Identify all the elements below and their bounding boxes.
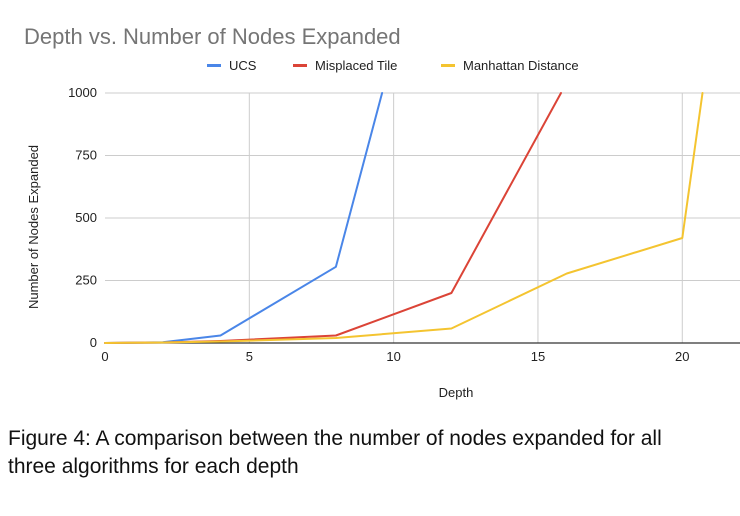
legend-swatch-misplaced-tile	[293, 64, 307, 67]
caption-line-2: three algorithms for each depth	[8, 455, 299, 478]
series-layer	[104, 92, 704, 344]
legend-label-manhattan-distance: Manhattan Distance	[463, 58, 579, 73]
x-axis-title: Depth	[439, 385, 474, 400]
y-tick-label-750: 750	[75, 148, 97, 163]
y-tick-labels: 0 250 500 750 1000	[68, 85, 97, 350]
chart-title: Depth vs. Number of Nodes Expanded	[24, 24, 401, 49]
series-line-manhattan-distance	[104, 92, 704, 344]
legend-label-misplaced-tile: Misplaced Tile	[315, 58, 397, 73]
legend-swatch-ucs	[207, 64, 221, 67]
x-tick-label-10: 10	[386, 349, 400, 364]
y-axis-title: Number of Nodes Expanded	[26, 145, 41, 309]
y-tick-label-0: 0	[90, 335, 97, 350]
chart: Depth vs. Number of Nodes Expanded UCS M…	[24, 24, 740, 400]
x-tick-label-15: 15	[531, 349, 545, 364]
legend-label-ucs: UCS	[229, 58, 257, 73]
x-tick-label-0: 0	[101, 349, 108, 364]
figure-caption: Figure 4: A comparison between the numbe…	[8, 425, 728, 481]
y-tick-label-500: 500	[75, 210, 97, 225]
legend-swatch-manhattan-distance	[441, 64, 455, 67]
x-tick-label-20: 20	[675, 349, 689, 364]
caption-line-1: Figure 4: A comparison between the numbe…	[8, 427, 662, 450]
x-tick-labels: 0 5 10 15 20	[101, 349, 689, 364]
y-tick-label-250: 250	[75, 273, 97, 288]
grid	[105, 92, 740, 344]
legend: UCS Misplaced Tile Manhattan Distance	[207, 58, 579, 73]
x-tick-label-5: 5	[246, 349, 253, 364]
y-tick-label-1000: 1000	[68, 85, 97, 100]
